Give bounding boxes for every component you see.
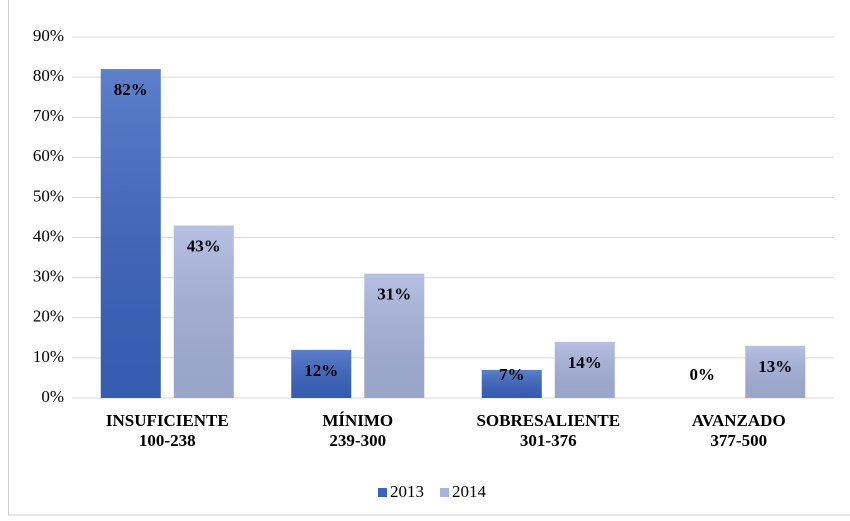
legend-label: 2013 bbox=[390, 482, 424, 501]
bar-shade bbox=[100, 69, 161, 398]
y-tick-label: 10% bbox=[33, 347, 64, 366]
value-label: 13% bbox=[758, 357, 792, 376]
value-label: 12% bbox=[304, 361, 338, 380]
x-tick-label: MÍNIMO 239-300 bbox=[322, 411, 393, 450]
x-tick-label: INSUFICIENTE 100-238 bbox=[106, 411, 229, 450]
y-tick-label: 60% bbox=[33, 146, 64, 165]
value-label: 7% bbox=[499, 365, 525, 384]
bar-shade bbox=[481, 369, 542, 398]
x-tick-label: SOBRESALIENTE 301-376 bbox=[476, 411, 620, 450]
chart-frame bbox=[8, 0, 850, 516]
value-label: 82% bbox=[114, 80, 148, 99]
bar-shade bbox=[554, 341, 615, 398]
bar-shade bbox=[745, 345, 806, 398]
value-label: 31% bbox=[377, 285, 411, 304]
bar-shade bbox=[364, 273, 425, 398]
y-tick-label: 30% bbox=[33, 267, 64, 286]
y-tick-label: 20% bbox=[33, 307, 64, 326]
y-tick-label: 50% bbox=[33, 186, 64, 205]
legend-swatch bbox=[440, 488, 449, 497]
legend-swatch bbox=[378, 488, 387, 497]
value-label: 0% bbox=[690, 365, 716, 384]
y-tick-label: 40% bbox=[33, 226, 64, 245]
bar-shade bbox=[291, 349, 352, 398]
y-tick-label: 80% bbox=[33, 66, 64, 85]
y-tick-label: 90% bbox=[33, 26, 64, 45]
value-label: 43% bbox=[187, 236, 221, 255]
bar-shade bbox=[173, 225, 234, 398]
y-tick-label: 70% bbox=[33, 106, 64, 125]
x-tick-label: AVANZADO 377-500 bbox=[692, 411, 786, 450]
value-label: 14% bbox=[568, 353, 602, 372]
y-tick-label: 0% bbox=[41, 387, 64, 406]
legend-label: 2014 bbox=[452, 482, 487, 501]
